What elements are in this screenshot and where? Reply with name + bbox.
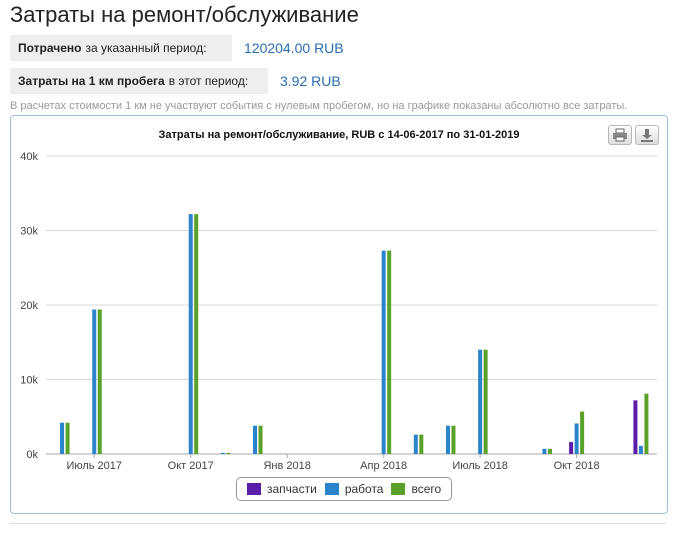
bar-1-6 [253, 425, 258, 454]
chart-svg: Затраты на ремонт/обслуживание, RUB с 14… [20, 129, 657, 472]
x-tick-label: Июль 2018 [452, 460, 508, 472]
bar-1-4 [188, 214, 193, 454]
bar-2-16 [580, 411, 585, 454]
bars-layer [60, 214, 649, 454]
grid-layer [46, 155, 657, 455]
x-tick-label: Окт 2017 [168, 460, 214, 472]
download-icon [641, 129, 653, 142]
bottom-divider [10, 523, 666, 524]
bar-1-0 [60, 422, 65, 454]
y-tick-label: 20k [20, 300, 38, 312]
x-tick-label: Янв 2018 [263, 460, 310, 472]
per-km-label: Затраты на 1 км пробега в этот период: [10, 68, 268, 94]
calculation-note: В расчетах стоимости 1 км не участвуют с… [10, 100, 628, 112]
bar-1-13 [478, 349, 483, 454]
bar-1-18 [638, 445, 643, 454]
bar-0-16 [569, 442, 574, 454]
spent-label-rest: за указанный период: [85, 41, 207, 55]
legend-label-total: всего [411, 482, 442, 496]
per-km-label-bold: Затраты на 1 км пробега [18, 74, 165, 88]
chart-title: Затраты на ремонт/обслуживание, RUB с 14… [159, 129, 520, 141]
x-tick-label: Июль 2017 [66, 460, 122, 472]
bar-1-16 [574, 423, 579, 454]
bar-2-11 [419, 434, 424, 454]
legend-item-parts[interactable]: запчасти [247, 482, 317, 496]
bar-1-1 [92, 309, 97, 454]
bar-1-15 [542, 448, 547, 454]
legend-label-work: работа [344, 482, 384, 496]
export-button[interactable] [635, 125, 659, 145]
bar-2-15 [547, 448, 552, 454]
bar-2-1 [97, 309, 102, 454]
per-km-value: 3.92 RUB [280, 73, 341, 89]
chart-legend: запчасти работа всего [236, 477, 453, 501]
legend-swatch-parts [247, 483, 261, 495]
legend-swatch-work [324, 483, 339, 495]
print-button[interactable] [608, 125, 632, 145]
bar-1-10 [381, 250, 386, 454]
spent-label: Потрачено за указанный период: [10, 35, 232, 61]
bar-2-4 [194, 214, 199, 454]
bar-1-12 [445, 425, 450, 454]
spent-label-bold: Потрачено [18, 41, 82, 55]
x-tick-label: Апр 2018 [360, 460, 407, 472]
legend-label-parts: запчасти [267, 482, 317, 496]
bar-0-18 [633, 400, 638, 454]
y-tick-label: 40k [20, 151, 38, 163]
legend-swatch-total [391, 483, 406, 495]
legend-item-total[interactable]: всего [391, 482, 441, 496]
per-km-label-rest: в этот период: [168, 74, 249, 88]
bar-2-18 [644, 393, 649, 454]
chart-container: Затраты на ремонт/обслуживание, RUB с 14… [10, 115, 668, 514]
page-title: Затраты на ремонт/обслуживание [10, 2, 359, 27]
bar-1-11 [413, 434, 418, 454]
bar-2-0 [65, 422, 70, 454]
spent-row: Потрачено за указанный период: 120204.00… [10, 35, 344, 61]
bar-2-6 [258, 425, 263, 454]
spent-value: 120204.00 RUB [244, 40, 344, 56]
bar-2-10 [387, 250, 392, 454]
bar-1-5 [220, 452, 225, 454]
y-tick-label: 30k [20, 226, 38, 238]
axis-layer: 0k 10k 20k 30k 40k Июль 2017 Окт 2017 Янв 2018 А… [20, 151, 599, 472]
bar-2-13 [483, 349, 488, 454]
bar-2-5 [226, 452, 231, 454]
x-tick-label: Окт 2018 [554, 460, 600, 472]
y-tick-label: 10k [20, 375, 38, 387]
legend-item-work[interactable]: работа [324, 482, 384, 496]
per-km-row: Затраты на 1 км пробега в этот период: 3… [10, 68, 341, 94]
printer-icon [613, 128, 627, 142]
bar-2-12 [451, 425, 456, 454]
y-tick-label: 0k [26, 449, 38, 461]
